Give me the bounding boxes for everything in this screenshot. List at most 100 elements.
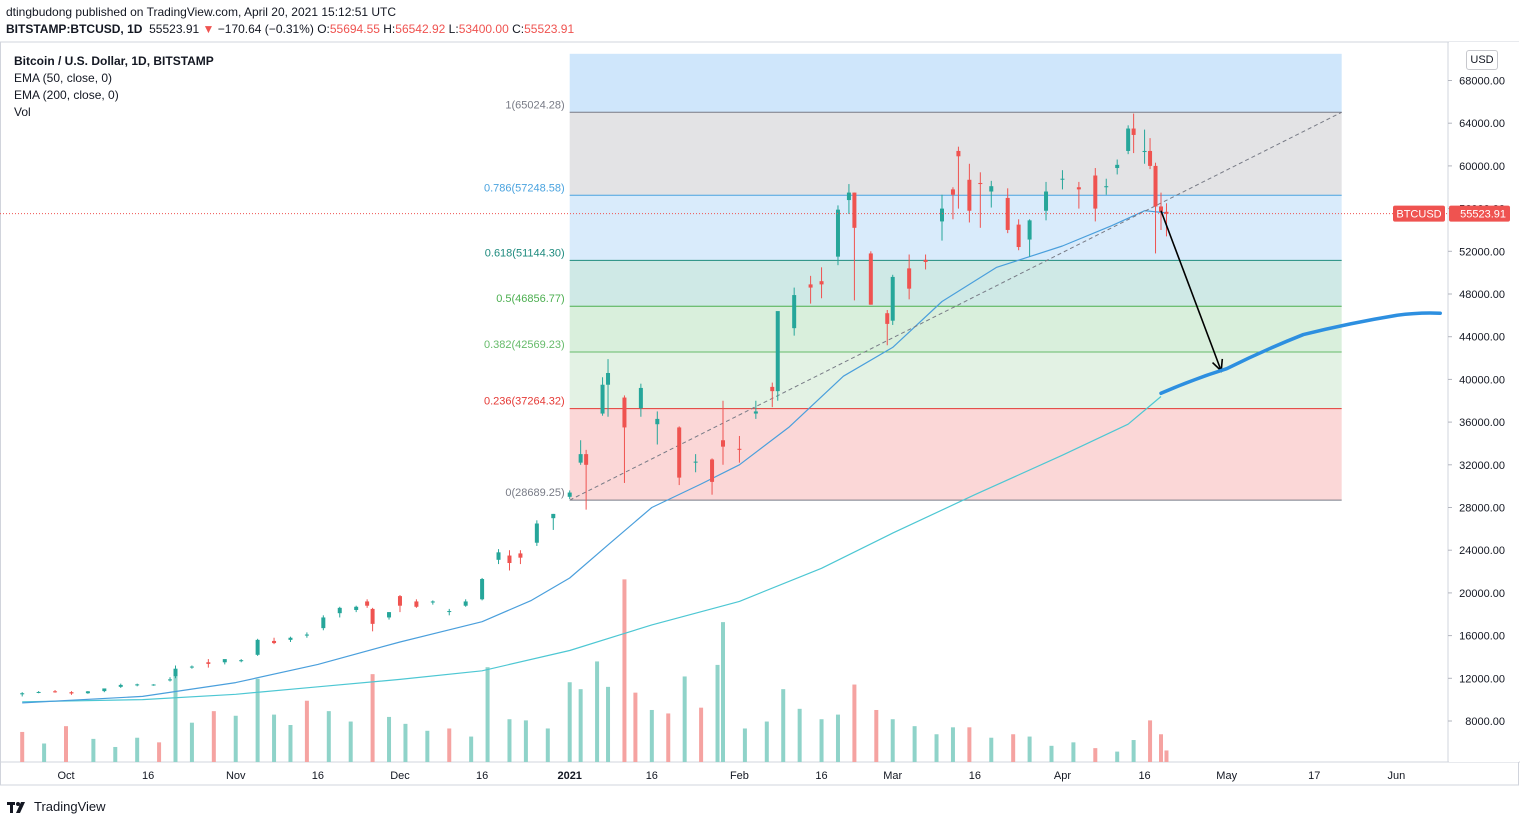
y-tick-label: 60000.00 (1459, 161, 1505, 173)
fib-zone-3 (569, 260, 1342, 307)
time-axis: Oct 16 Nov 16 Dec 16 2021 16 Feb 16 Mar 16 Apr 16 May 1… (57, 770, 1405, 782)
price-tag-value: 55523.91 (1460, 209, 1506, 221)
candle-body-58 (868, 253, 873, 305)
legend-vol[interactable]: Vol (14, 105, 31, 119)
legend-title[interactable]: Bitcoin / U.S. Dollar, 1D, BITSTAMP (14, 54, 214, 68)
candle-body-48 (737, 448, 742, 450)
fib-label-0.786: 0.786(57248.58) (484, 182, 565, 194)
volume-bar-38 (721, 622, 725, 762)
low-label: L: (448, 22, 459, 36)
volume-bar-12 (272, 714, 277, 762)
volume-bar-11 (255, 678, 260, 762)
volume-bar-59 (1131, 740, 1136, 762)
volume-bar-36 (699, 707, 704, 762)
legend-ema50[interactable]: EMA (50, close, 0) (14, 71, 113, 85)
candle-body-69 (1005, 197, 1010, 230)
volume-bar-37 (715, 664, 720, 762)
candle-body-3 (69, 692, 74, 694)
volume-bar-35 (682, 676, 687, 762)
volume-bar-19 (403, 723, 408, 762)
candle-body-9 (168, 679, 173, 681)
fib-label-1: 1(65024.28) (505, 99, 564, 111)
x-tick-label: May (1216, 770, 1237, 782)
x-tick-label: 16 (142, 770, 154, 782)
volume-bar-44 (835, 714, 840, 762)
fib-trend-line (569, 111, 1342, 501)
volume-bar-47 (890, 719, 895, 762)
candle-body-22 (365, 601, 370, 606)
fib-label-0.618: 0.618(51144.30) (485, 247, 565, 259)
y-tick-label: 48000.00 (1459, 289, 1505, 301)
y-tick-label: 16000.00 (1459, 631, 1505, 643)
fib-zone-4 (569, 306, 1342, 352)
candle-body-52 (792, 295, 797, 329)
y-tick-label: 52000.00 (1459, 246, 1505, 258)
price-tag-value-bg (1449, 205, 1510, 222)
projection-curve (1159, 311, 1442, 396)
candle-body-71 (1027, 220, 1032, 240)
volume-bar-2 (64, 726, 68, 762)
currency-button[interactable]: USD (1466, 50, 1498, 70)
symbol: BITSTAMP:BTCUSD, 1D (6, 22, 143, 36)
volume-bar-23 (485, 667, 490, 762)
legend-ema200[interactable]: EMA (200, close, 0) (14, 88, 119, 102)
candle-body-18 (304, 634, 309, 636)
volume-bar-16 (348, 721, 353, 762)
fib-labels: 1(65024.28) 0.786(57248.58) 0.618(51144.30… (484, 99, 565, 499)
candles (20, 113, 1169, 697)
volume-bar-30 (606, 686, 611, 762)
x-tick-label: Jun (1388, 770, 1406, 782)
candle-body-41 (622, 397, 627, 428)
price-tag-symbol: BTCUSD (1396, 209, 1441, 221)
candle-body-4 (85, 691, 90, 694)
y-tick-label: 24000.00 (1459, 545, 1505, 557)
volume-bar-57 (1093, 748, 1098, 762)
fib-zone-0 (569, 53, 1342, 113)
x-tick-label: Nov (226, 770, 246, 782)
candle-body-63 (940, 208, 944, 222)
volume-bar-22 (469, 736, 474, 762)
footer: TradingView (6, 799, 106, 814)
volume-bar-14 (304, 700, 309, 762)
candle-body-26 (414, 601, 419, 607)
x-tick-label: 2021 (557, 770, 581, 782)
candle-body-68 (989, 186, 994, 192)
candle-body-54 (819, 281, 824, 285)
candle-body-74 (1076, 187, 1081, 190)
candle-body-62 (923, 259, 928, 262)
candle-body-32 (507, 555, 512, 564)
change: −170.64 (−0.31%) (217, 22, 314, 36)
x-tick-label: Apr (1054, 770, 1071, 782)
volume-bar-43 (819, 719, 824, 762)
candle-body-1 (36, 691, 41, 693)
close-value: 55523.91 (524, 22, 575, 36)
publisher-line: dtingbudong published on TradingView.com… (6, 5, 397, 19)
x-tick-label: 16 (646, 770, 658, 782)
volume-bar-21 (447, 728, 452, 762)
volume-bar-55 (1049, 745, 1054, 762)
candle-body-83 (1159, 206, 1163, 212)
candle-body-75 (1093, 175, 1098, 209)
candle-body-15 (255, 639, 260, 655)
y-tick-label: 68000.00 (1459, 76, 1505, 88)
y-tick-label: 12000.00 (1459, 673, 1505, 685)
volume-bar-18 (387, 716, 392, 762)
candle-body-44 (677, 427, 682, 478)
candle-body-72 (1044, 191, 1049, 211)
candle-body-23 (370, 608, 375, 624)
x-tick-label: 16 (1138, 770, 1150, 782)
y-tick-label: 28000.00 (1459, 503, 1505, 515)
fib-zone-5 (569, 351, 1342, 409)
volume-bar-29 (595, 661, 600, 762)
volume-bar-17 (370, 674, 375, 762)
candle-body-29 (463, 601, 468, 606)
fib-zones (569, 53, 1342, 501)
candle-body-38 (584, 454, 589, 465)
drawings (1159, 210, 1442, 396)
candle-body-82 (1153, 165, 1158, 207)
volume-bar-8 (189, 722, 194, 762)
candle-body-0 (20, 693, 25, 695)
volume-bar-24 (507, 719, 512, 762)
fib-label-0.5: 0.5(46856.77) (496, 293, 565, 305)
